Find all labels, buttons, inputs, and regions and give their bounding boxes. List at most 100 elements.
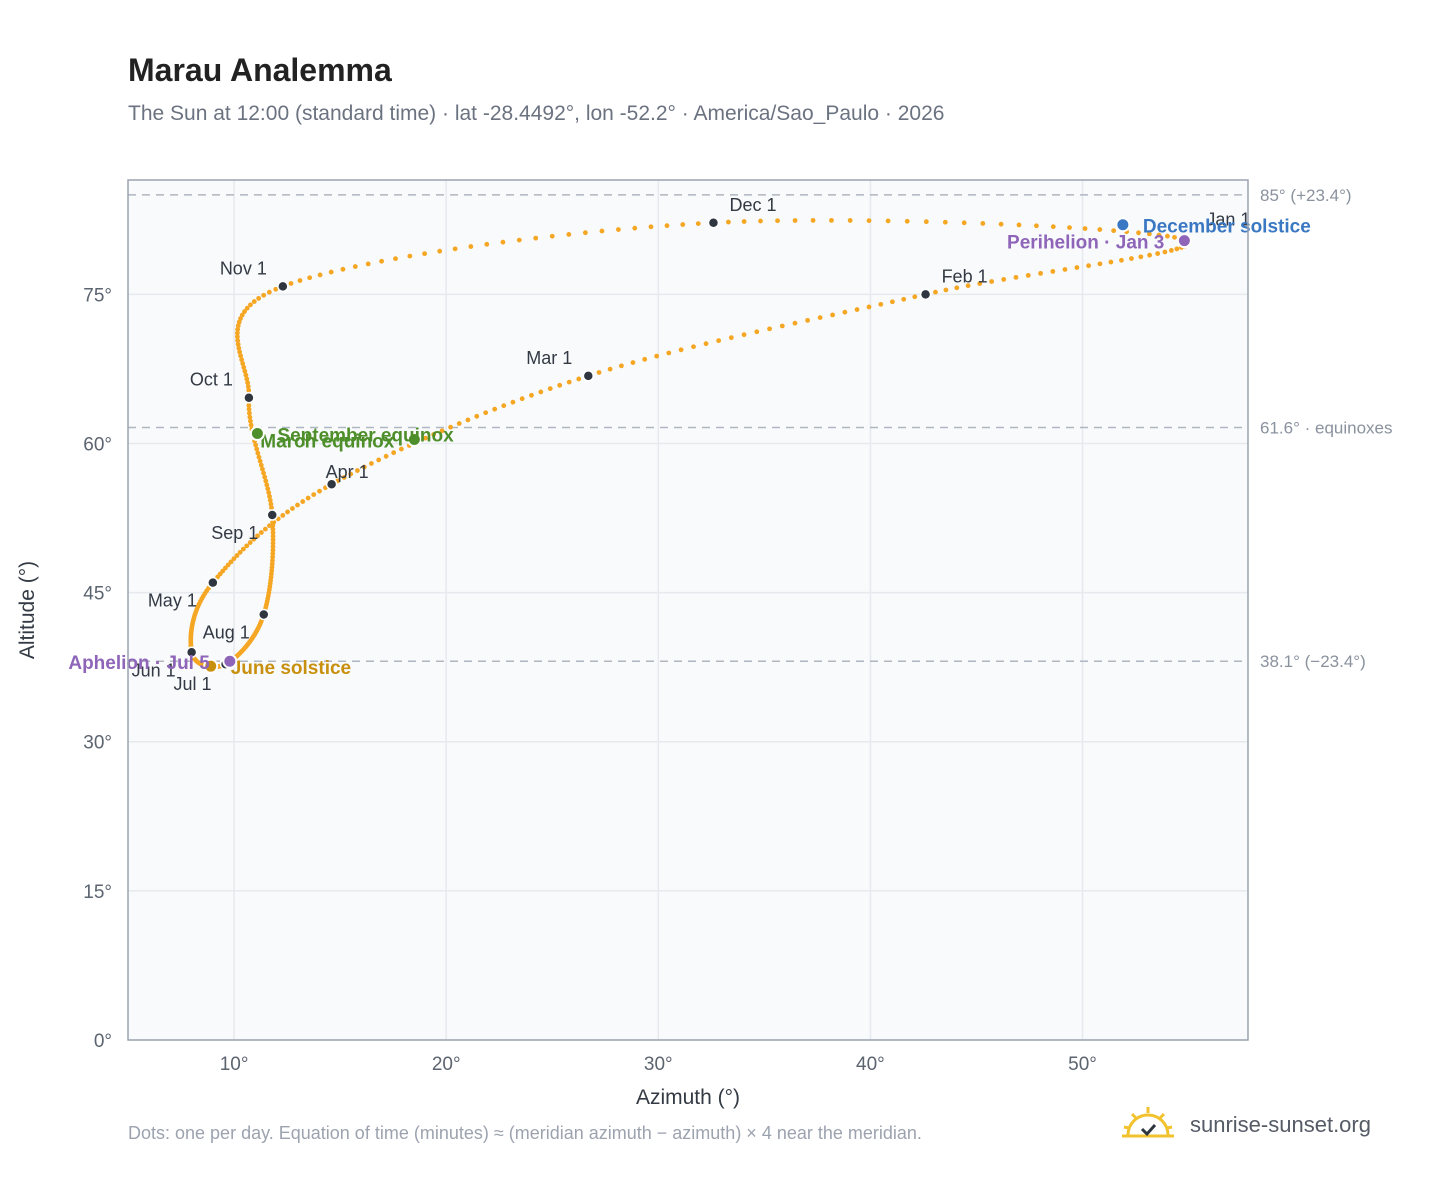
analemma-day-dot: [355, 468, 360, 473]
analemma-day-dot: [912, 294, 918, 300]
analemma-day-dot: [599, 228, 605, 234]
analemma-day-dot: [269, 561, 275, 567]
y-tick-label: 0°: [94, 1031, 112, 1052]
analemma-day-dot: [295, 502, 300, 508]
analemma-day-dot: [1156, 232, 1162, 238]
analemma-day-dot: [866, 218, 872, 224]
event-label: June solstice: [231, 658, 351, 679]
analemma-day-dot: [1038, 270, 1043, 276]
analemma-day-dot: [758, 218, 763, 224]
analemma-day-dot: [398, 446, 404, 452]
analemma-day-dot: [500, 239, 506, 245]
analemma-day-dot: [255, 533, 260, 539]
analemma-day-dot: [268, 501, 274, 507]
analemma-day-dot: [261, 470, 266, 476]
analemma-day-dot: [270, 558, 275, 563]
analemma-day-dot: [1111, 228, 1117, 234]
analemma-day-dot: [255, 450, 261, 456]
analemma-day-dot: [352, 264, 358, 269]
y-tick-label: 15°: [83, 882, 112, 903]
analemma-day-dot: [253, 442, 259, 448]
analemma-day-dot: [242, 368, 248, 374]
analemma-day-dot: [1138, 254, 1144, 260]
analemma-day-dot: [270, 537, 276, 543]
event-label: September equinox: [277, 426, 454, 447]
analemma-day-dot: [566, 232, 572, 237]
analemma-day-dot: [775, 218, 780, 224]
analemma-day-dot: [817, 315, 823, 321]
analemma-day-dot: [1050, 269, 1056, 274]
analemma-day-dot: [341, 475, 347, 480]
analemma-day-dot: [248, 418, 253, 424]
analemma-day-dot: [923, 219, 929, 225]
month-marker-label: Oct 1: [190, 370, 233, 390]
analemma-day-dot: [630, 360, 636, 365]
analemma-day-dot: [245, 384, 251, 389]
analemma-day-dot: [267, 494, 272, 499]
analemma-day-dot: [376, 457, 382, 463]
analemma-day-dot: [251, 536, 257, 542]
analemma-day-dot: [943, 287, 949, 293]
analemma-day-dot: [238, 353, 244, 359]
analemma-day-dot: [244, 376, 250, 382]
analemma-day-dot: [666, 350, 672, 356]
analemma-day-dot: [266, 289, 272, 295]
reference-line-label: 85° (+23.4°): [1260, 186, 1352, 205]
reference-line-label: 61.6° · equinoxes: [1260, 419, 1393, 438]
analemma-day-dot: [810, 217, 816, 223]
analemma-day-dot: [1136, 230, 1141, 236]
axis-ticks: 10° 20° 30° 40° 50° 0° 15° 30° 45° 60° 75°: [83, 285, 1097, 1075]
analemma-day-dot: [369, 461, 374, 466]
analemma-day-dot: [270, 547, 276, 553]
analemma-day-dot: [269, 505, 274, 511]
analemma-day-dot: [1074, 265, 1080, 270]
analemma-day-dot: [236, 345, 242, 351]
analemma-day-dot: [465, 417, 471, 423]
brand-name: sunrise-sunset.org: [1190, 1112, 1371, 1137]
analemma-day-dot: [566, 379, 572, 385]
footnote: Dots: one per day. Equation of time (min…: [128, 1123, 922, 1143]
analemma-day-dot: [239, 357, 245, 363]
analemma-day-dot: [516, 237, 522, 243]
event-marker: [1115, 217, 1131, 233]
analemma-day-dot: [703, 341, 709, 347]
analemma-day-dot: [901, 296, 907, 302]
analemma-day-dot: [237, 349, 243, 355]
analemma-day-dot: [258, 530, 264, 535]
analemma-day-dot: [980, 221, 986, 226]
month-marker: [707, 217, 720, 229]
analemma-day-dot: [989, 279, 995, 284]
analemma-day-dot: [317, 488, 322, 494]
event-marker: [249, 426, 265, 442]
analemma-day-dot: [842, 309, 848, 315]
x-tick-label: 10°: [220, 1054, 249, 1075]
analemma-day-dot: [235, 338, 241, 343]
month-marker: [277, 280, 289, 293]
month-marker-label: Apr 1: [326, 462, 369, 482]
month-marker-label: Feb 1: [942, 266, 988, 286]
analemma-day-dot: [235, 334, 240, 340]
analemma-day-dot: [456, 421, 462, 426]
analemma-day-dot: [618, 363, 624, 369]
analemma-day-dot: [231, 556, 237, 562]
event-marker: [222, 653, 238, 669]
month-marker-label: Sep 1: [211, 523, 258, 543]
y-tick-label: 45°: [83, 584, 112, 605]
analemma-day-dot: [492, 406, 498, 412]
analemma-day-dot: [830, 312, 835, 318]
brand-logo[interactable]: sunrise-sunset.org: [1122, 1100, 1371, 1150]
analemma-day-dot: [547, 386, 553, 392]
analemma-day-dot: [691, 344, 696, 350]
analemma-day-dot: [317, 272, 323, 278]
analemma-day-dot: [754, 329, 760, 335]
analemma-day-dot: [519, 396, 525, 402]
analemma-day-dot: [273, 286, 279, 292]
analemma-day-dot: [244, 543, 250, 549]
analemma-day-dot: [264, 482, 270, 488]
analemma-day-dot: [288, 281, 294, 286]
analemma-day-dot: [1129, 256, 1134, 261]
analemma-day-dot: [239, 312, 245, 318]
analemma-day-dot: [263, 478, 269, 484]
analemma-day-dot: [792, 320, 798, 326]
